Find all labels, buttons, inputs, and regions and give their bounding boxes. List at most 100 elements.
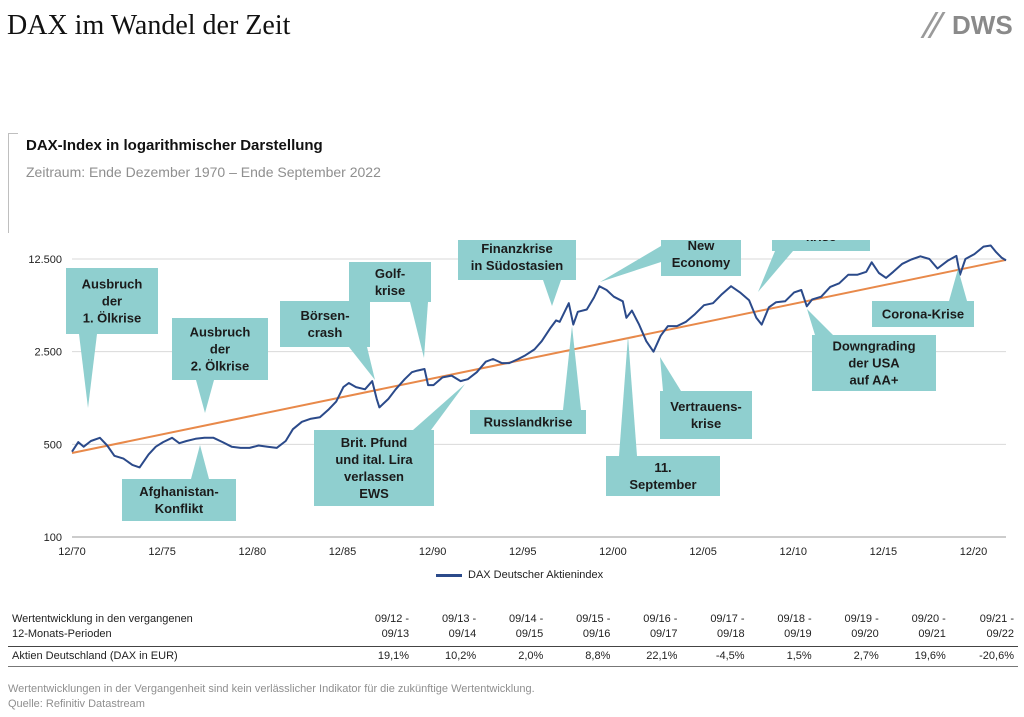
- chart-title: DAX-Index in logarithmischer Darstellung: [26, 137, 323, 154]
- callout-pointer: [563, 326, 581, 410]
- callout-label: Konflikt: [155, 501, 204, 516]
- x-tick-label: 12/70: [58, 546, 86, 558]
- y-tick-label: 2.500: [34, 347, 62, 359]
- callout-label: 11.: [654, 460, 671, 475]
- dws-logo: DWS: [920, 10, 1019, 42]
- table-header-label-line2: 12-Monats-Perioden: [12, 628, 112, 640]
- period-header: 09/19 -09/20: [815, 610, 883, 647]
- callout-pointer: [543, 280, 561, 306]
- callout-pointer: [413, 384, 465, 430]
- callout-pointer: [410, 302, 428, 358]
- callout-label: Finanzkrise: [481, 241, 553, 256]
- callout-pointer: [349, 347, 375, 380]
- callout-pointer: [758, 251, 793, 292]
- table-cell: 2,7%: [815, 646, 883, 667]
- period-header: 09/13 -09/14: [413, 610, 481, 647]
- callout-label: der: [210, 342, 230, 357]
- chart-subtitle: Zeitraum: Ende Dezember 1970 – Ende Sept…: [26, 164, 381, 180]
- callout-pointer: [619, 336, 637, 456]
- table-header-label-line1: Wertentwicklung in den vergangenen: [12, 613, 193, 625]
- period-header: 09/17 -09/18: [681, 610, 749, 647]
- callout-pointer: [196, 380, 214, 413]
- x-tick-label: 12/05: [689, 546, 717, 558]
- callout-label: Börsen-: [300, 308, 349, 323]
- callout-box: [122, 479, 236, 521]
- callout-label: Vertrauens-: [670, 399, 742, 414]
- callout-label: Russlandkrise: [484, 415, 573, 430]
- table-cell: -4,5%: [681, 646, 749, 667]
- performance-table: Wertentwicklung in den vergangenen 12-Mo…: [8, 610, 1018, 667]
- callout-label: 2. Ölkrise: [191, 359, 250, 374]
- period-header: 09/12 -09/13: [346, 610, 414, 647]
- callout-label: Economy: [672, 255, 731, 270]
- callout-label: New: [688, 240, 716, 253]
- period-header: 09/21 -09/22: [949, 610, 1018, 647]
- callout-label: Downgrading: [832, 339, 915, 354]
- callout-pointer: [660, 357, 681, 391]
- table-cell: -20,6%: [949, 646, 1018, 667]
- callout-box: [812, 335, 936, 391]
- table-header-label: Wertentwicklung in den vergangenen 12-Mo…: [8, 610, 346, 647]
- period-header: 09/14 -09/15: [480, 610, 548, 647]
- legend-label: DAX Deutscher Aktienindex: [468, 569, 604, 581]
- table-cell: 1,5%: [748, 646, 816, 667]
- callout-label: in Südostasien: [471, 258, 564, 273]
- y-tick-label: 100: [44, 532, 62, 544]
- legend-swatch: [436, 573, 462, 577]
- x-tick-label: 12/90: [419, 546, 447, 558]
- callout-label: krise: [691, 416, 721, 431]
- period-header: 09/16 -09/17: [614, 610, 682, 647]
- x-tick-label: 12/80: [239, 546, 267, 558]
- x-tick-label: 12/15: [870, 546, 898, 558]
- callout-box: [872, 301, 974, 327]
- x-tick-label: 12/00: [599, 546, 627, 558]
- callout-box: [458, 240, 576, 280]
- callout-label: der: [102, 294, 122, 309]
- callout-label: Golf-: [375, 266, 405, 281]
- chart-legend: DAX Deutscher Aktienindex: [436, 569, 603, 581]
- callout-label: auf AA+: [850, 373, 899, 388]
- callout-label: Brit. Pfund: [341, 435, 407, 450]
- page-title: DAX im Wandel der Zeit: [7, 10, 291, 41]
- row-label: Aktien Deutschland (DAX in EUR): [8, 646, 346, 667]
- table-cell: 8,8%: [547, 646, 615, 667]
- x-tick-label: 12/20: [960, 546, 988, 558]
- period-header: 09/20 -09/21: [882, 610, 950, 647]
- table-row: Aktien Deutschland (DAX in EUR) 19,1% 10…: [8, 646, 1018, 667]
- callout-label: der USA: [848, 356, 900, 371]
- table-cell: 19,1%: [346, 646, 414, 667]
- callout-box: [470, 410, 586, 434]
- callout-box: [660, 391, 752, 439]
- callout-label: Afghanistan-: [139, 484, 218, 499]
- period-header: 09/15 -09/16: [547, 610, 615, 647]
- frame-line: [8, 133, 9, 233]
- table-cell: 22,1%: [614, 646, 682, 667]
- callout-box: [66, 268, 158, 334]
- table-cell: 19,6%: [882, 646, 950, 667]
- callout-label: EWS: [359, 486, 389, 501]
- callout-label: Ausbruch: [82, 277, 143, 292]
- callout-pointer: [949, 269, 967, 301]
- callout-box: [172, 318, 268, 380]
- callout-label: krise: [375, 283, 405, 298]
- callout-label: Ausbruch: [190, 325, 251, 340]
- trend-line: [71, 258, 1007, 454]
- x-tick-label: 12/10: [779, 546, 807, 558]
- callout-label: und ital. Lira: [335, 452, 413, 467]
- callout-box: [606, 456, 720, 496]
- callout-label: 1. Ölkrise: [83, 311, 142, 326]
- callout-pointer: [79, 334, 97, 408]
- dax-series-line: [71, 244, 1007, 469]
- callout-label: September: [629, 477, 696, 492]
- callout-box: [661, 240, 741, 276]
- x-tick-label: 12/75: [148, 546, 176, 558]
- callout-label: verlassen: [344, 469, 404, 484]
- source-note: Quelle: Refinitiv Datastream: [8, 698, 145, 710]
- y-tick-label: 12.500: [28, 254, 62, 266]
- callout-label: krise: [806, 240, 836, 244]
- y-tick-label: 500: [44, 439, 62, 451]
- callout-box: [772, 240, 870, 251]
- frame-line-top: [8, 133, 18, 134]
- callout-box: [349, 262, 431, 302]
- period-header: 09/18 -09/19: [748, 610, 816, 647]
